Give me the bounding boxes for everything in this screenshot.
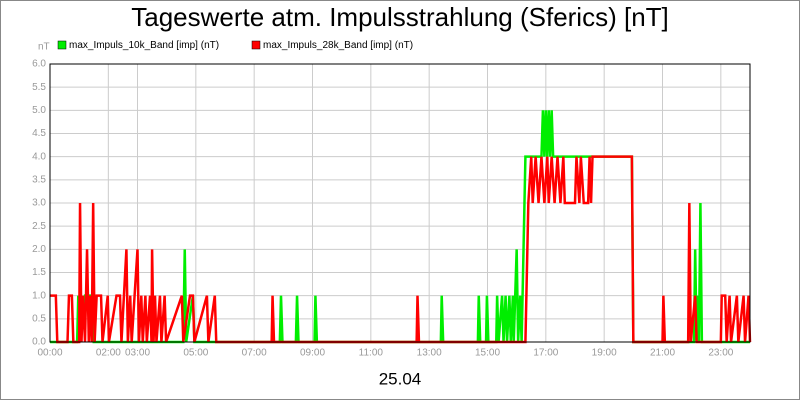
- y-axis-unit: nT: [38, 42, 50, 53]
- x-tick-label: 17:00: [533, 348, 558, 359]
- y-tick-label: 1.5: [32, 267, 46, 278]
- y-tick-label: 1.0: [32, 290, 46, 301]
- plot-frame: [49, 63, 751, 343]
- y-tick-label: 4.5: [32, 128, 46, 139]
- legend-label: max_Impuls_28k_Band [imp] (nT): [263, 40, 413, 51]
- x-tick-label: 02:00: [96, 348, 121, 359]
- x-tick-label: 21:00: [650, 348, 675, 359]
- y-tick-label: 6.0: [32, 59, 46, 70]
- x-tick-label: 13:00: [417, 348, 442, 359]
- y-tick-label: 4.0: [32, 151, 46, 162]
- x-tick-label: 19:00: [592, 348, 617, 359]
- y-tick-label: 0.0: [32, 337, 46, 348]
- y-tick-label: 5.5: [32, 82, 46, 93]
- x-axis-label: 25.04: [379, 369, 422, 388]
- x-tick-label: 09:00: [300, 348, 325, 359]
- y-tick-label: 0.5: [32, 313, 46, 324]
- y-tick-label: 2.0: [32, 244, 46, 255]
- x-tick-label: 05:00: [183, 348, 208, 359]
- y-tick-label: 3.0: [32, 198, 46, 209]
- legend-swatch: [57, 40, 67, 50]
- y-tick-label: 3.5: [32, 174, 46, 185]
- x-tick-label: 23:00: [708, 348, 733, 359]
- y-tick-label: 5.0: [32, 105, 46, 116]
- y-tick-label: 2.5: [32, 221, 46, 232]
- x-tick-label: 15:00: [475, 348, 500, 359]
- x-tick-label: 11:00: [359, 348, 384, 359]
- x-tick-label: 07:00: [242, 348, 267, 359]
- x-tick-label: 00:00: [37, 348, 62, 359]
- data-line: [50, 155, 752, 344]
- legend-label: max_Impuls_10k_Band [imp] (nT): [69, 40, 219, 51]
- chart-title: Tageswerte atm. Impulsstrahlung (Sferics…: [131, 2, 669, 32]
- legend-swatch: [251, 40, 261, 50]
- x-tick-label: 03:00: [125, 348, 150, 359]
